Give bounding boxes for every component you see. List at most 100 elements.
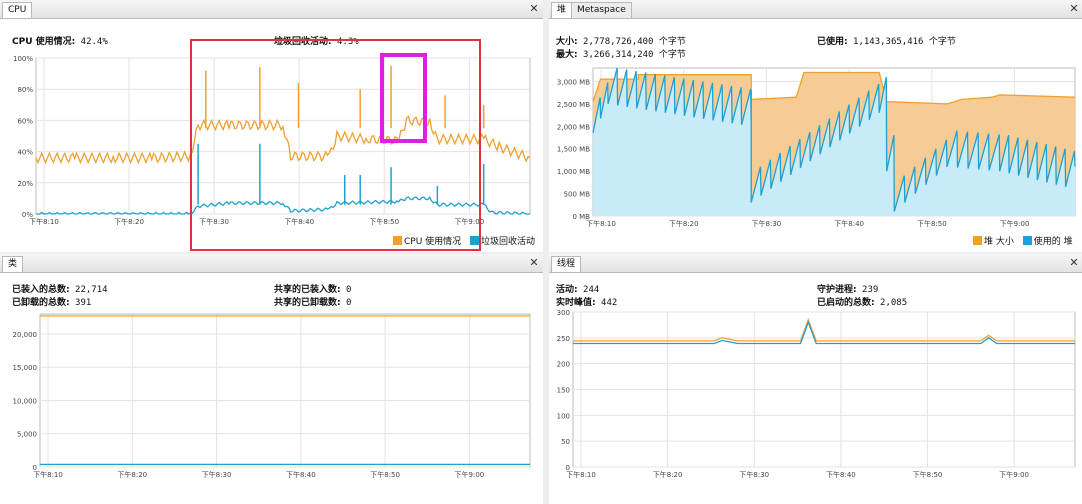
tab-classes[interactable]: 类: [2, 256, 24, 272]
shared-loaded-label: 共享的已装入数:: [274, 285, 341, 295]
red-highlight-box: [190, 39, 481, 251]
legend-heap-size-label: 堆 大小: [984, 237, 1014, 247]
x-tick-label: 下午8:30: [739, 470, 769, 479]
heap-tabbar: 堆 Metaspace ✕: [549, 0, 1082, 19]
shared-unloaded-value: 0: [346, 298, 352, 308]
threads-daemon-label: 守护进程:: [817, 285, 857, 295]
legend-heap-used-label: 使用的 堆: [1033, 237, 1073, 247]
x-tick-label: 下午8:30: [202, 470, 232, 479]
cpu-chart: 0% 20% 40% 60% 80% 100% 下午8:10 下午8:20 下午8:30 下午8:…: [13, 55, 531, 226]
close-icon[interactable]: ✕: [1069, 2, 1079, 15]
x-tick-label: 下午8:50: [370, 470, 400, 479]
x-tick-label: 下午8:20: [114, 217, 144, 226]
heap-used-info: 已使用: 1,143,365,416 个字节: [817, 34, 956, 47]
threads-started-info: 已启动的总数: 2,085: [817, 295, 907, 308]
threads-panel: 线程 ✕ 活动: 244 实时峰值: 442 守护进程: 239 已启动的总数:…: [549, 254, 1082, 504]
y-tick-label: 20,000: [13, 331, 38, 339]
x-tick-label: 下午8:20: [653, 470, 683, 479]
classes-chart: 0 5,000 10,000 15,000 20,000 下午8:10 下午8:20 下午8:…: [13, 313, 531, 479]
classes-unloaded-value: 391: [75, 298, 92, 308]
gc-activity-value: 4.3%: [337, 37, 359, 47]
x-tick-label: 下午8:50: [917, 219, 947, 228]
x-tick-label: 下午8:10: [29, 217, 59, 226]
y-tick-label: 100%: [13, 55, 33, 63]
y-tick-label: 100: [557, 412, 570, 420]
heap-size-label: 大小:: [556, 37, 578, 47]
y-tick-label: 1,500 MB: [557, 146, 590, 154]
cpu-legend: CPU 使用情况 垃圾回收活动: [393, 234, 535, 247]
shared-unloaded-info: 共享的已卸载数: 0: [274, 295, 351, 308]
heap-size-info: 大小: 2,778,726,400 个字节: [556, 34, 686, 47]
heap-panel: 堆 Metaspace ✕ 大小: 2,778,726,400 个字节 最大: …: [549, 0, 1082, 252]
heap-used-value: 1,143,365,416 个字节: [853, 37, 956, 47]
x-tick-label: 下午8:40: [284, 217, 314, 226]
series-area: [593, 68, 1075, 216]
threads-peak-info: 实时峰值: 442: [556, 295, 617, 308]
threads-tabbar: 线程 ✕: [549, 254, 1082, 273]
gc-activity-label: 垃圾回收活动:: [274, 37, 332, 47]
series-line: [36, 196, 530, 215]
x-tick-label: 下午8:50: [369, 217, 399, 226]
series-line: [573, 317, 1075, 342]
y-tick-label: 200: [557, 361, 570, 369]
series-line: [573, 320, 1075, 345]
legend-gc-swatch: [470, 236, 480, 245]
classes-unloaded-label: 已卸载的总数:: [12, 298, 70, 308]
x-tick-label: 下午8:10: [566, 470, 596, 479]
y-tick-label: 0 MB: [572, 213, 590, 221]
close-icon[interactable]: ✕: [529, 2, 539, 15]
y-tick-label: 0: [566, 464, 570, 472]
gc-activity-info: 垃圾回收活动: 4.3%: [274, 34, 359, 47]
threads-peak-label: 实时峰值:: [556, 298, 596, 308]
shared-loaded-value: 0: [346, 285, 352, 295]
close-icon[interactable]: ✕: [1069, 256, 1079, 269]
x-tick-label: 下午8:10: [586, 219, 616, 228]
x-tick-label: 下午9:00: [455, 470, 485, 479]
close-icon[interactable]: ✕: [529, 256, 539, 269]
x-tick-label: 下午8:40: [826, 470, 856, 479]
tab-cpu[interactable]: CPU: [2, 2, 33, 18]
classes-loaded-info: 已装入的总数: 22,714: [12, 282, 108, 295]
y-tick-label: 50: [561, 438, 570, 446]
threads-peak-value: 442: [601, 298, 618, 308]
x-tick-label: 下午8:10: [33, 470, 63, 479]
y-tick-label: 15,000: [13, 364, 38, 372]
cpu-usage-info: CPU 使用情况: 42.4%: [12, 34, 108, 47]
heap-chart: 0 MB 500 MB 1,000 MB 1,500 MB 2,000 MB 2,500 …: [557, 67, 1076, 228]
x-tick-label: 下午8:30: [199, 217, 229, 226]
plot-area: [39, 313, 531, 468]
threads-live-value: 244: [583, 285, 600, 295]
series-line: [592, 67, 1076, 212]
x-tick-label: 下午8:50: [913, 470, 943, 479]
x-tick-label: 下午8:40: [286, 470, 316, 479]
threads-daemon-info: 守护进程: 239: [817, 282, 878, 295]
heap-max-info: 最大: 3,266,314,240 个字节: [556, 47, 686, 60]
classes-loaded-label: 已装入的总数:: [12, 285, 70, 295]
tab-threads[interactable]: 线程: [551, 256, 582, 272]
heap-max-value: 3,266,314,240 个字节: [583, 50, 686, 60]
y-tick-label: 150: [557, 387, 570, 395]
heap-used-label: 已使用:: [817, 37, 848, 47]
y-tick-label: 500 MB: [564, 191, 591, 199]
tab-metaspace[interactable]: Metaspace: [571, 2, 632, 18]
y-tick-label: 60%: [17, 117, 33, 125]
x-tick-label: 下午8:30: [752, 219, 782, 228]
x-tick-label: 下午9:00: [999, 470, 1029, 479]
heap-size-value: 2,778,726,400 个字节: [583, 37, 686, 47]
heap-legend: 堆 大小 使用的 堆: [973, 234, 1073, 247]
cpu-panel: CPU ✕ CPU 使用情况: 42.4% 垃圾回收活动: 4.3% 0% 20%…: [0, 0, 543, 252]
classes-panel: 类 ✕ 已装入的总数: 22,714 已卸载的总数: 391 共享的已装入数: …: [0, 254, 543, 504]
legend-cpu-label: CPU 使用情况: [404, 237, 462, 247]
cpu-usage-label: CPU 使用情况:: [12, 37, 76, 47]
legend-heap-used-swatch: [1022, 236, 1032, 245]
y-tick-label: 5,000: [17, 431, 37, 439]
y-tick-label: 20%: [17, 180, 33, 188]
plot-area: [35, 57, 531, 215]
horizontal-divider[interactable]: [0, 252, 1082, 254]
threads-chart: 0 50 100 150 200 250 300 下午8:10 下午8:20 下午8:30 下午8:…: [557, 309, 1076, 479]
x-tick-label: 下午9:00: [454, 217, 484, 226]
legend-heap-size-swatch: [973, 236, 982, 245]
x-tick-label: 下午8:20: [117, 470, 147, 479]
tab-heap[interactable]: 堆: [551, 2, 573, 18]
cpu-usage-value: 42.4%: [80, 37, 108, 47]
